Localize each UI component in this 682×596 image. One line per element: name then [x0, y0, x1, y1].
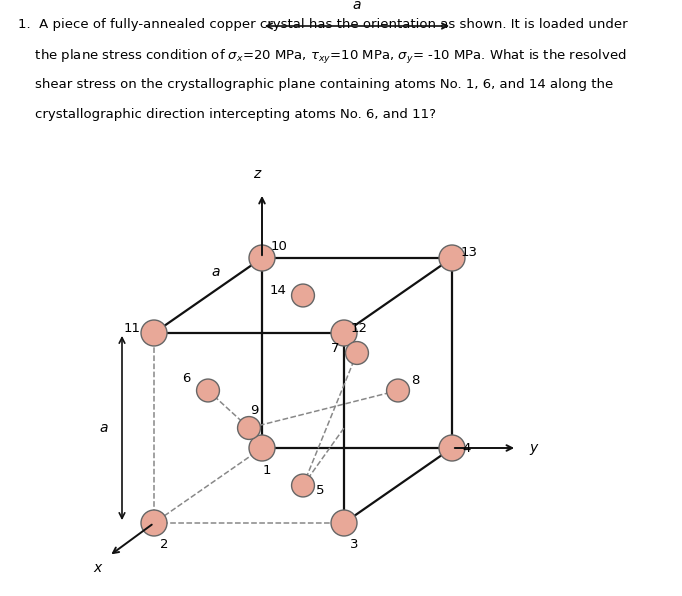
Text: 8: 8: [411, 374, 419, 387]
Circle shape: [439, 435, 465, 461]
Text: x: x: [93, 561, 101, 575]
Text: the plane stress condition of $\sigma_x$=20 MPa, $\tau_{xy}$=10 MPa, $\sigma_y$=: the plane stress condition of $\sigma_x$…: [18, 48, 627, 66]
Circle shape: [439, 245, 465, 271]
Text: a: a: [211, 265, 220, 280]
Text: 6: 6: [182, 372, 190, 385]
Text: shear stress on the crystallographic plane containing atoms No. 1, 6, and 14 alo: shear stress on the crystallographic pla…: [18, 78, 613, 91]
Text: a: a: [100, 421, 108, 435]
Text: z: z: [254, 167, 261, 181]
Text: 14: 14: [269, 284, 286, 297]
Circle shape: [346, 342, 368, 364]
Text: 1: 1: [263, 464, 271, 476]
Text: 4: 4: [463, 442, 471, 455]
Circle shape: [196, 379, 220, 402]
Text: 5: 5: [316, 484, 324, 497]
Circle shape: [237, 417, 261, 439]
Text: 7: 7: [331, 342, 339, 355]
Circle shape: [331, 510, 357, 536]
Text: 13: 13: [460, 247, 477, 259]
Circle shape: [141, 510, 167, 536]
Text: 3: 3: [350, 539, 358, 551]
Circle shape: [387, 379, 409, 402]
Circle shape: [141, 320, 167, 346]
Text: 11: 11: [123, 321, 140, 334]
Text: a: a: [353, 0, 361, 12]
Circle shape: [331, 320, 357, 346]
Text: 9: 9: [250, 403, 258, 417]
Circle shape: [292, 284, 314, 307]
Text: 12: 12: [351, 321, 368, 334]
Text: crystallographic direction intercepting atoms No. 6, and 11?: crystallographic direction intercepting …: [18, 108, 436, 121]
Text: 10: 10: [271, 240, 287, 253]
Circle shape: [249, 245, 275, 271]
Text: 2: 2: [160, 539, 168, 551]
Circle shape: [292, 474, 314, 497]
Text: y: y: [529, 441, 537, 455]
Circle shape: [249, 435, 275, 461]
Text: 1.  A piece of fully-annealed copper crystal has the orientation as shown. It is: 1. A piece of fully-annealed copper crys…: [18, 18, 627, 31]
